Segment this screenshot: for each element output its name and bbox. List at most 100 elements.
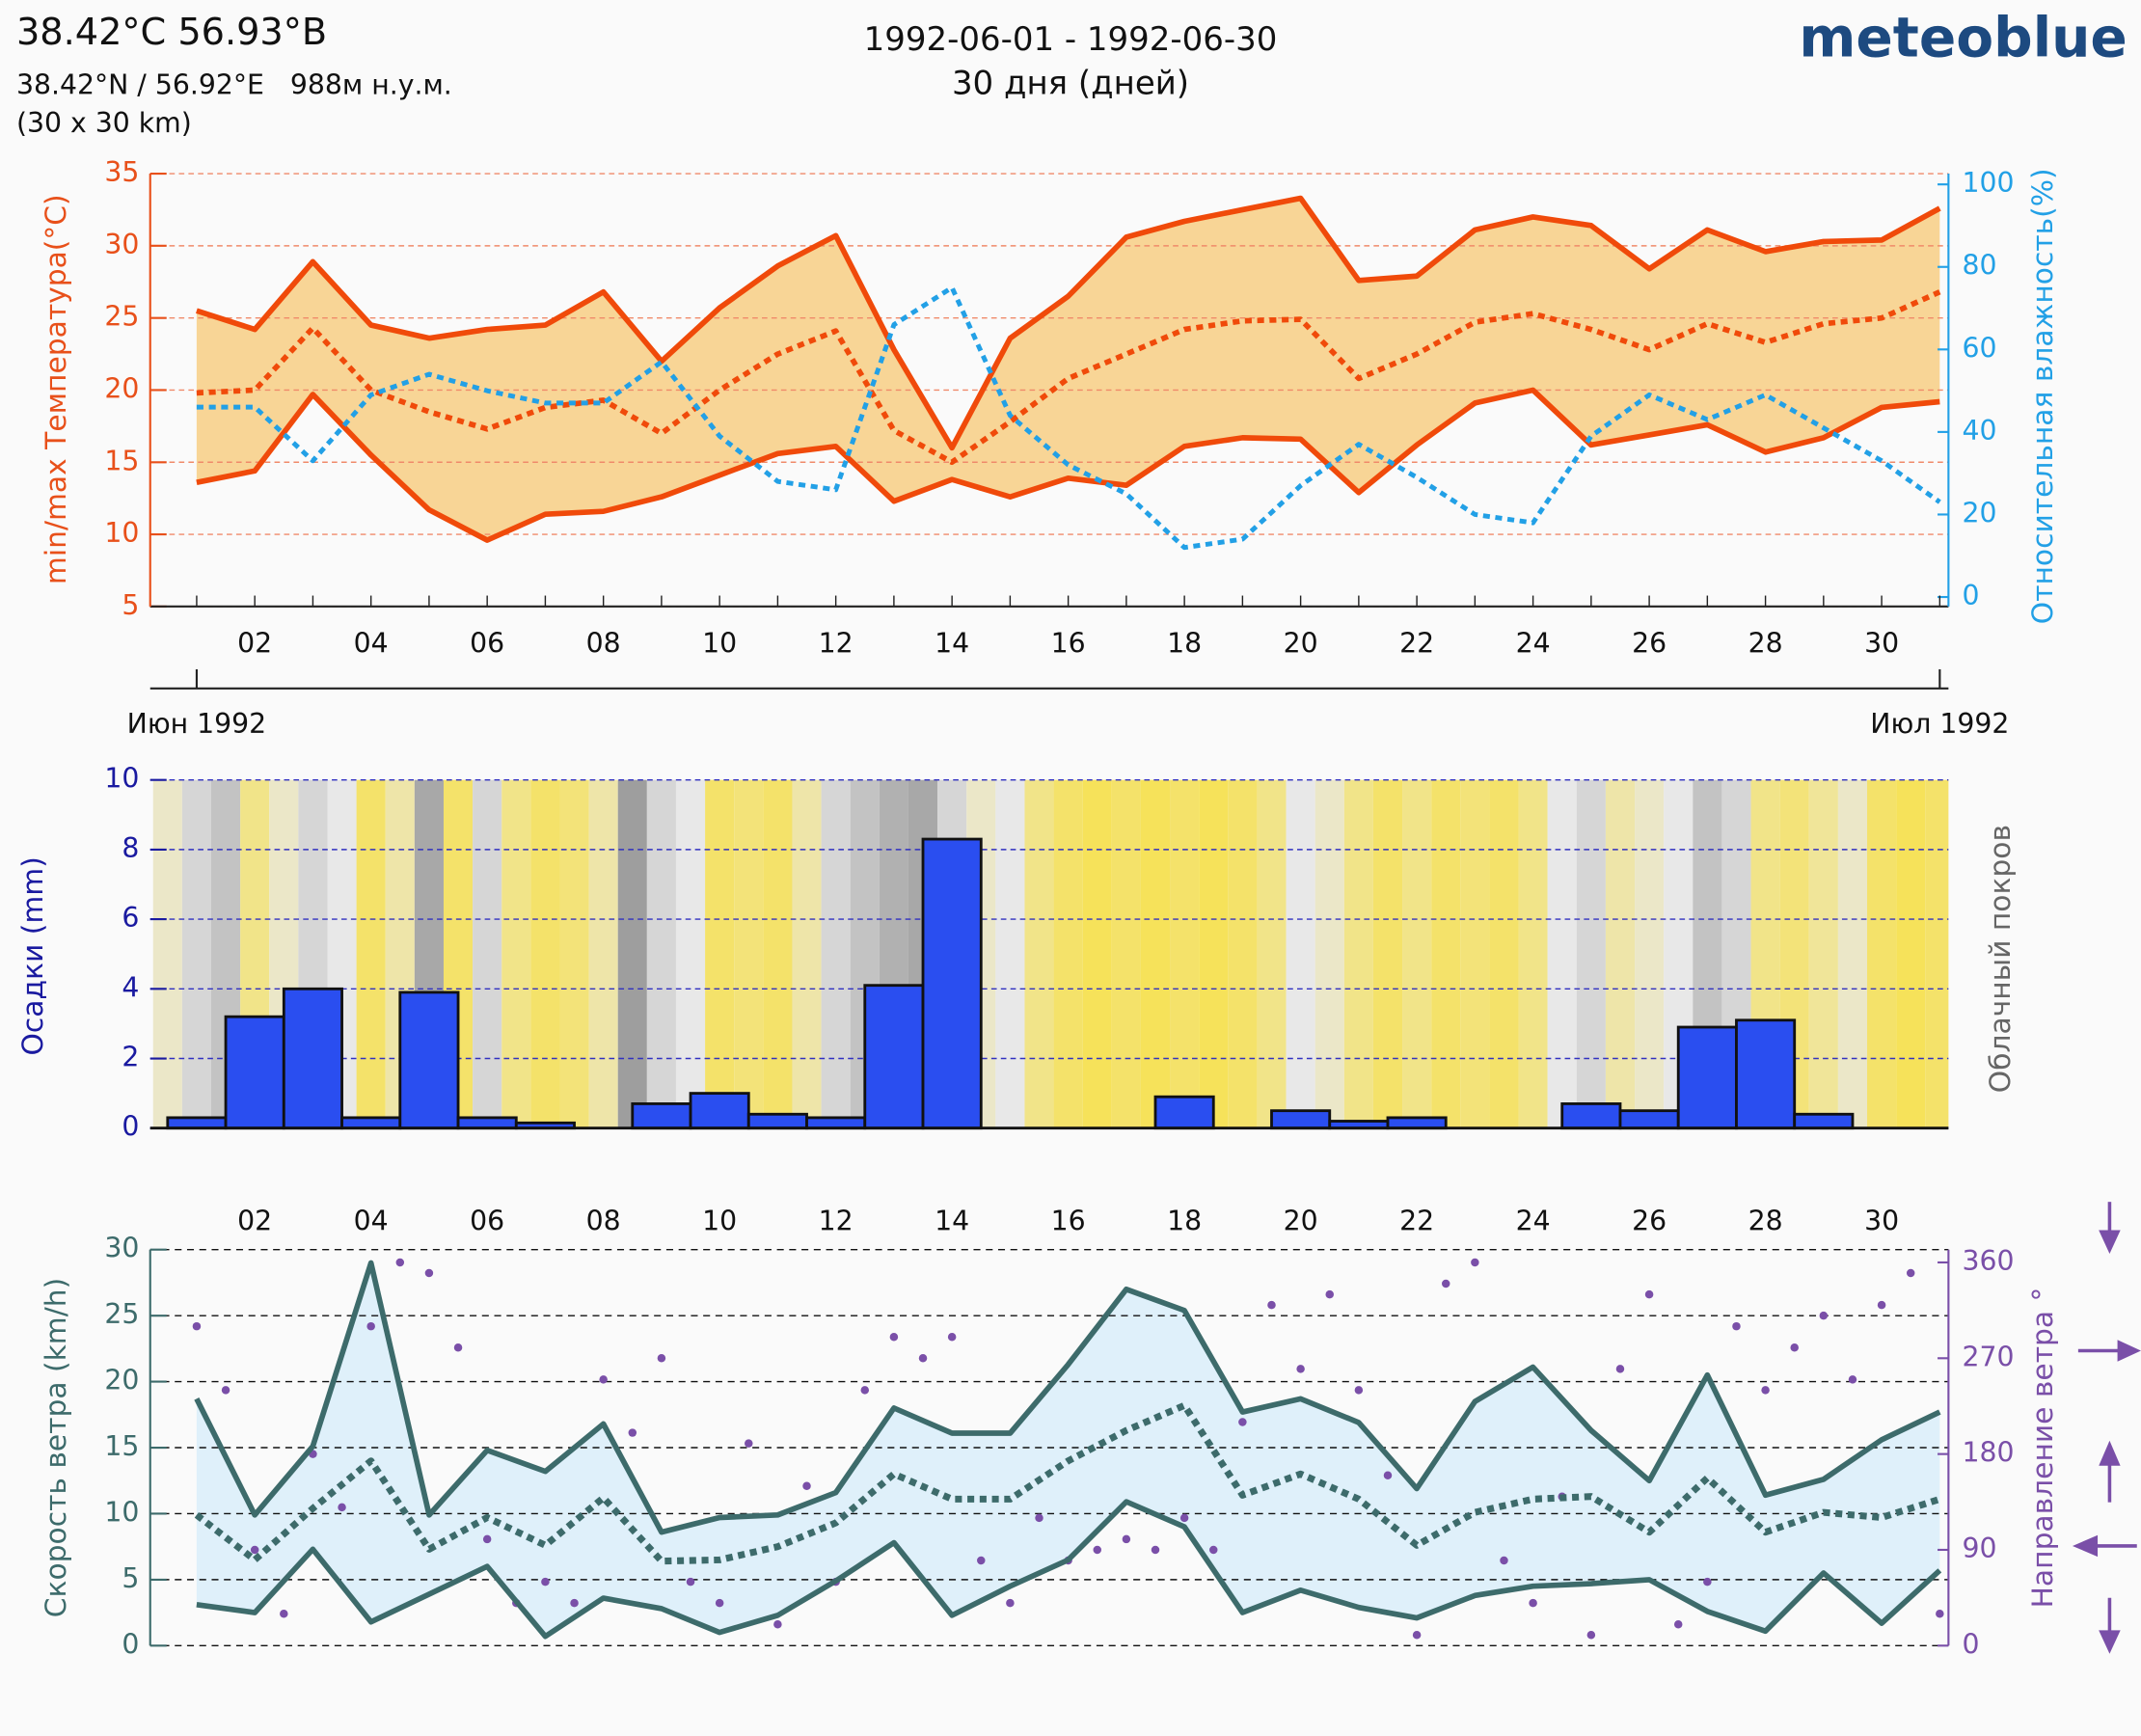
x-tick-label: 24 [1516, 1205, 1551, 1236]
direction-dot [338, 1503, 346, 1512]
x-tick-label: 20 [1284, 1205, 1318, 1236]
cloud-stripe [559, 779, 589, 1128]
cloud-stripe [646, 779, 676, 1128]
y-tick-label: 15 [104, 1430, 139, 1462]
range-fill [196, 198, 1940, 541]
cloud-stripe [588, 779, 618, 1128]
x-tick-label: 12 [819, 1205, 854, 1236]
cloud-stripe [1460, 779, 1490, 1128]
direction-dot [1151, 1545, 1160, 1555]
y2-tick-label: 0 [1963, 1628, 1980, 1660]
y2-axis-title: Относительная влажность(%) [2026, 168, 2060, 624]
precip-bar [1735, 1018, 1797, 1130]
direction-dot [889, 1332, 899, 1342]
cloud-stripe [1199, 779, 1229, 1128]
x-tick-label: 16 [1051, 628, 1086, 660]
y2-tick-label: 90 [1963, 1533, 1997, 1564]
direction-dot [1441, 1279, 1450, 1288]
precip-bar [1560, 1102, 1622, 1130]
direction-dot [745, 1439, 753, 1448]
series-line [194, 1260, 1941, 1535]
cloud-stripe [1257, 779, 1287, 1128]
x-tick-label: 10 [702, 628, 737, 660]
direction-dot [802, 1481, 811, 1490]
y-tick-label: 0 [122, 1628, 139, 1660]
direction-dot [773, 1619, 782, 1629]
precip-bar [1153, 1095, 1215, 1130]
direction-dot [1093, 1545, 1102, 1555]
series-line [196, 285, 1941, 551]
y-tick-label: 2 [122, 1042, 139, 1073]
cloud-stripe [1635, 779, 1665, 1128]
x-tick-label: 02 [237, 628, 272, 660]
direction-dot [947, 1332, 957, 1342]
direction-dot [628, 1428, 637, 1437]
cloud-stripe [1808, 779, 1838, 1128]
precip-bar [1618, 1109, 1680, 1130]
cloud-stripe [792, 779, 822, 1128]
cloud-stripe [1024, 779, 1054, 1128]
y2-tick-label: 60 [1963, 332, 1997, 364]
x-tick-label: 22 [1399, 1205, 1434, 1236]
x-tick-label: 18 [1167, 1205, 1202, 1236]
y-tick-label: 25 [104, 301, 139, 333]
precip-bar [746, 1112, 808, 1130]
cloud-stripe [734, 779, 764, 1128]
cloud-stripe [763, 779, 793, 1128]
series-line [196, 387, 1940, 543]
wind-direction-arrows [2072, 1202, 2141, 1654]
cloud-stripe [1228, 779, 1258, 1128]
x-tick-label: 14 [935, 1205, 969, 1236]
precip-bar [456, 1116, 518, 1130]
x-tick-label: 02 [237, 1205, 272, 1236]
x-tick-label: 26 [1632, 628, 1667, 660]
precip-bar [340, 1116, 402, 1130]
direction-dot [1615, 1365, 1625, 1373]
direction-dot [1790, 1343, 1799, 1352]
x-tick-label: 06 [470, 628, 504, 660]
precip-bar [282, 987, 343, 1130]
cloud-stripe [1925, 779, 1949, 1128]
cloud-stripe [1489, 779, 1519, 1128]
x-tick-label: 20 [1284, 628, 1318, 660]
x-tick-label: 08 [586, 628, 621, 660]
direction-dot [1586, 1631, 1596, 1640]
x-tick-label: 06 [470, 1205, 504, 1236]
precip-bar [805, 1116, 867, 1130]
direction-dot [1296, 1365, 1305, 1373]
cloud-stripe [1867, 779, 1897, 1128]
y-tick-label: 10 [104, 763, 139, 795]
y2-tick-label: 40 [1963, 415, 1997, 447]
direction-dot [1848, 1375, 1857, 1384]
y2-tick-label: 360 [1963, 1245, 2015, 1277]
direction-dot [1761, 1386, 1770, 1395]
x-tick-label: 14 [935, 628, 969, 660]
y2-tick-label: 180 [1963, 1437, 2015, 1469]
precip-bar [863, 984, 925, 1130]
precip-bar [1386, 1116, 1448, 1130]
x-tick-label: 18 [1167, 628, 1202, 660]
resolution: (30 x 30 km) [16, 107, 192, 139]
cloud-stripe [821, 779, 851, 1128]
cloud-stripe [473, 779, 502, 1128]
direction-dot [860, 1386, 870, 1395]
coordinates: 38.42°N / 56.92°E 988м н.у.м. [16, 68, 452, 100]
direction-dot [570, 1598, 579, 1608]
direction-dot [280, 1609, 288, 1618]
cloud-stripe [1140, 779, 1171, 1128]
series-line [196, 195, 1941, 451]
direction-dot [1471, 1258, 1479, 1267]
direction-dot [250, 1545, 259, 1555]
y2-axis-title: Направление ветра ° [2026, 1288, 2060, 1609]
direction-dot [657, 1354, 666, 1363]
direction-dot [1238, 1418, 1247, 1426]
direction-dot [1819, 1311, 1829, 1320]
cloud-stripe [1605, 779, 1636, 1128]
cloud-stripe [1547, 779, 1577, 1128]
cloud-stripe [1402, 779, 1432, 1128]
cloud-stripe [1896, 779, 1926, 1128]
direction-dot [1936, 1609, 1944, 1618]
direction-dot [424, 1268, 434, 1278]
series-line [194, 1401, 1941, 1565]
direction-dot [1877, 1300, 1886, 1310]
